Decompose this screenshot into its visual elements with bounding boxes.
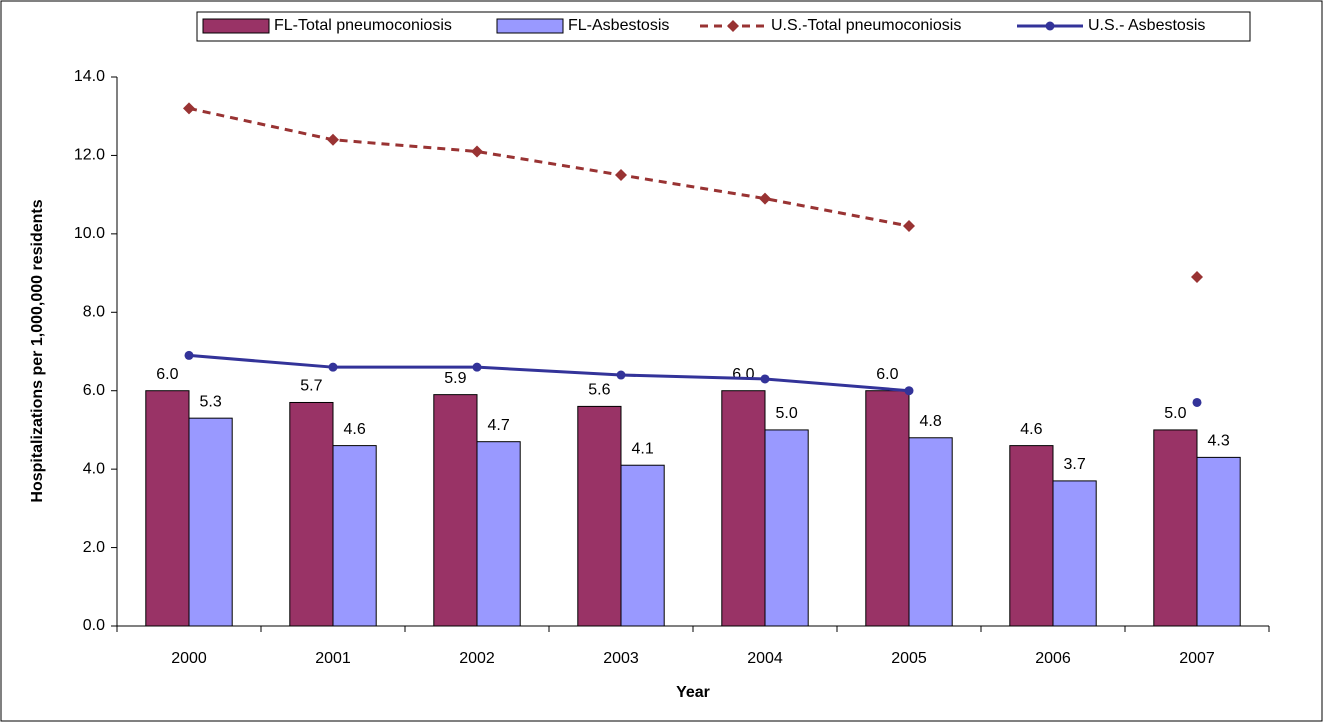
data-label: 6.0 xyxy=(156,366,178,383)
x-tick-label: 2002 xyxy=(459,650,495,667)
x-tick-label: 2005 xyxy=(891,650,927,667)
y-tick-label: 10.0 xyxy=(74,225,105,242)
marker xyxy=(327,133,339,146)
bar xyxy=(1009,445,1054,627)
bar xyxy=(145,390,190,627)
x-tick-label: 2003 xyxy=(603,650,639,667)
data-label: 4.7 xyxy=(487,417,509,434)
data-label: 4.6 xyxy=(343,421,365,438)
y-tick-label: 0.0 xyxy=(83,617,105,634)
marker xyxy=(1191,270,1203,283)
legend-swatch xyxy=(496,18,564,34)
bar xyxy=(1153,429,1198,627)
bar xyxy=(764,429,809,627)
marker xyxy=(1192,397,1202,407)
legend-label: U.S.-Total pneumoconiosis xyxy=(771,17,961,34)
x-tick-label: 2004 xyxy=(747,650,783,667)
data-label: 6.0 xyxy=(732,366,754,383)
data-label: 3.7 xyxy=(1063,456,1085,473)
bar xyxy=(476,441,521,627)
data-label: 6.0 xyxy=(876,366,898,383)
bar xyxy=(865,390,910,627)
bar xyxy=(577,405,622,627)
marker xyxy=(760,374,770,384)
bar xyxy=(620,464,665,627)
marker xyxy=(471,145,483,158)
x-tick-label: 2000 xyxy=(171,650,207,667)
y-axis-title: Hospitalizations per 1,000,000 residents xyxy=(29,199,46,502)
legend-label: FL-Total pneumoconiosis xyxy=(274,17,452,34)
data-label: 5.6 xyxy=(588,382,610,399)
data-label: 5.0 xyxy=(775,405,797,422)
legend-marker xyxy=(1045,21,1055,31)
data-label: 4.1 xyxy=(631,440,653,457)
y-tick-label: 4.0 xyxy=(83,460,105,477)
legend-swatch xyxy=(202,18,270,34)
marker xyxy=(328,362,338,372)
line xyxy=(188,106,910,228)
x-axis-title: Year xyxy=(676,684,710,701)
bar xyxy=(188,417,233,627)
bar xyxy=(332,445,377,627)
line xyxy=(188,353,910,393)
y-tick-label: 12.0 xyxy=(74,147,105,164)
bar xyxy=(721,390,766,627)
y-tick-label: 14.0 xyxy=(74,68,105,85)
marker xyxy=(184,350,194,360)
marker xyxy=(472,362,482,372)
bar xyxy=(1196,456,1241,627)
marker xyxy=(616,370,626,380)
legend-marker xyxy=(727,20,739,32)
marker xyxy=(903,220,915,233)
data-label: 5.9 xyxy=(444,370,466,387)
data-label: 5.0 xyxy=(1164,405,1186,422)
bar xyxy=(1052,480,1097,627)
y-tick-label: 2.0 xyxy=(83,539,105,556)
x-tick-label: 2006 xyxy=(1035,650,1071,667)
bar xyxy=(433,394,478,627)
bar xyxy=(289,401,334,627)
data-label: 5.3 xyxy=(199,393,221,410)
marker xyxy=(759,192,771,205)
legend-label: FL-Asbestosis xyxy=(568,17,669,34)
marker xyxy=(615,169,627,182)
data-label: 4.6 xyxy=(1020,421,1042,438)
marker xyxy=(904,386,914,396)
y-tick-label: 8.0 xyxy=(83,304,105,321)
marker xyxy=(183,102,195,115)
data-label: 4.8 xyxy=(919,413,941,430)
data-label: 4.3 xyxy=(1207,433,1229,450)
data-label: 5.7 xyxy=(300,378,322,395)
x-tick-label: 2007 xyxy=(1179,650,1215,667)
bar xyxy=(908,437,953,627)
y-tick-label: 6.0 xyxy=(83,382,105,399)
legend-label: U.S.- Asbestosis xyxy=(1088,17,1205,34)
x-tick-label: 2001 xyxy=(315,650,351,667)
